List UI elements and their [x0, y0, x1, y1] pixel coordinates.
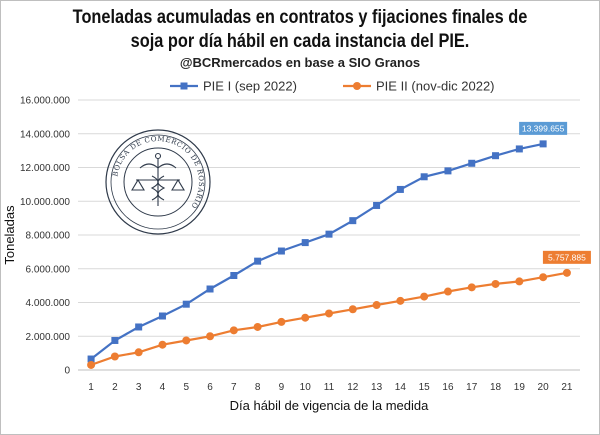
series-2-point	[443, 287, 452, 296]
legend-marker-circle	[353, 82, 361, 90]
series-2-point	[182, 336, 191, 345]
x-tick-label: 8	[255, 382, 261, 393]
series-2-point	[372, 301, 381, 310]
y-tick-label: 14.000.000	[20, 129, 70, 140]
caduceus-icon	[131, 152, 185, 206]
end-data-label-box	[519, 121, 568, 135]
x-tick-label: 5	[183, 382, 189, 393]
series-1-point	[444, 167, 452, 175]
x-tick-label: 16	[442, 382, 454, 393]
x-tick-label: 12	[347, 382, 359, 393]
series-1-point	[158, 312, 166, 320]
x-tick-label: 15	[419, 382, 431, 393]
series-2-point	[87, 360, 96, 369]
series-1-point	[420, 173, 428, 181]
x-tick-label: 7	[231, 382, 237, 393]
series-1-point	[539, 140, 547, 148]
series-1-point	[396, 185, 404, 193]
series-2-point	[325, 309, 333, 318]
series-2-point	[134, 348, 143, 357]
y-tick-label: 8.000.000	[26, 231, 71, 242]
series-1-point	[277, 247, 285, 255]
x-tick-label: 10	[300, 382, 312, 393]
y-tick-label: 2.000.000	[26, 332, 71, 343]
end-data-label: 5.757.885	[548, 252, 586, 262]
chart-title: Toneladas acumuladas en contratos y fija…	[42, 6, 558, 54]
y-tick-label: 16.000.000	[20, 96, 70, 107]
x-tick-label: 17	[466, 382, 478, 393]
y-tick-label: 10.000.000	[20, 197, 70, 208]
x-tick-label: 2	[112, 382, 118, 393]
series-1-point	[254, 257, 262, 265]
series-2-point	[539, 273, 548, 282]
series-1-point	[87, 355, 95, 363]
series-2-point	[301, 313, 310, 322]
series-1-point	[373, 201, 381, 209]
x-tick-label: 20	[538, 382, 550, 393]
series-1-point	[301, 239, 309, 247]
series-1-point	[135, 323, 143, 331]
series-1-point	[230, 272, 238, 279]
series-2-point	[420, 292, 429, 301]
x-tick-label: 9	[279, 382, 285, 393]
legend: PIE I (sep 2022) PIE II (nov-dic 2022)	[170, 79, 495, 94]
axes: 0 2.000.000 4.000.000 6.000.000 8.000.000 10.…	[2, 96, 580, 413]
x-tick-label: 11	[324, 382, 335, 393]
series-2-point	[253, 322, 262, 331]
y-tick-label: 4.000.000	[26, 298, 71, 309]
x-tick-label: 19	[514, 382, 526, 393]
series-line-1	[90, 142, 544, 360]
series-lines	[87, 140, 571, 369]
series-2-point	[206, 332, 215, 341]
chart-title-line-1: Toneladas acumuladas en contratos y fija…	[72, 7, 528, 28]
x-tick-label: 18	[490, 382, 502, 393]
x-tick-label: 6	[207, 382, 213, 393]
series-2-point	[396, 296, 405, 305]
x-tick-label: 14	[395, 382, 407, 393]
series-2-point	[467, 283, 476, 292]
series-2-point	[158, 340, 167, 349]
series-1-point	[349, 217, 357, 225]
y-axis-title: Toneladas	[2, 205, 17, 265]
data-labels: 13.399.655 5.757.885	[519, 121, 591, 264]
y-tick-label: 0	[64, 366, 70, 377]
end-data-label: 13.399.655	[522, 123, 565, 133]
series-2-point	[229, 326, 238, 335]
series-1-point	[325, 230, 333, 238]
series-2-point	[491, 279, 500, 288]
x-tick-label: 3	[136, 382, 142, 393]
x-tick-label: 4	[160, 382, 166, 393]
series-2-point	[348, 305, 357, 314]
series-1-point	[468, 159, 476, 167]
y-tick-label: 6.000.000	[26, 264, 71, 275]
series-2-point	[562, 268, 571, 277]
legend-label-2: PIE II (nov-dic 2022)	[376, 79, 495, 94]
x-tick-label: 1	[88, 382, 94, 393]
series-1-point	[515, 145, 523, 153]
bolsa-rosario-seal-logo: BOLSA DE COMERCIO DE ROSARIO	[105, 129, 211, 235]
series-2-point	[515, 277, 524, 286]
series-2-point	[110, 352, 119, 361]
series-1-point	[492, 152, 500, 160]
chart-subtitle: @BCRmercados en base a SIO Granos	[179, 55, 421, 70]
series-1-point	[206, 285, 214, 293]
series-1-point	[111, 336, 119, 344]
end-data-label-box	[542, 250, 591, 264]
x-axis-title: Día hábil de vigencia de la medida	[230, 398, 430, 413]
series-2-point	[277, 317, 286, 326]
y-tick-label: 12.000.000	[20, 163, 70, 174]
x-tick-label: 21	[561, 382, 573, 393]
series-1-point	[182, 300, 190, 308]
chart-title-line-2: soja por día hábil en cada instancia del…	[130, 31, 470, 52]
x-tick-label: 13	[371, 382, 383, 393]
legend-label-1: PIE I (sep 2022)	[203, 79, 297, 94]
legend-marker-square	[180, 82, 188, 90]
